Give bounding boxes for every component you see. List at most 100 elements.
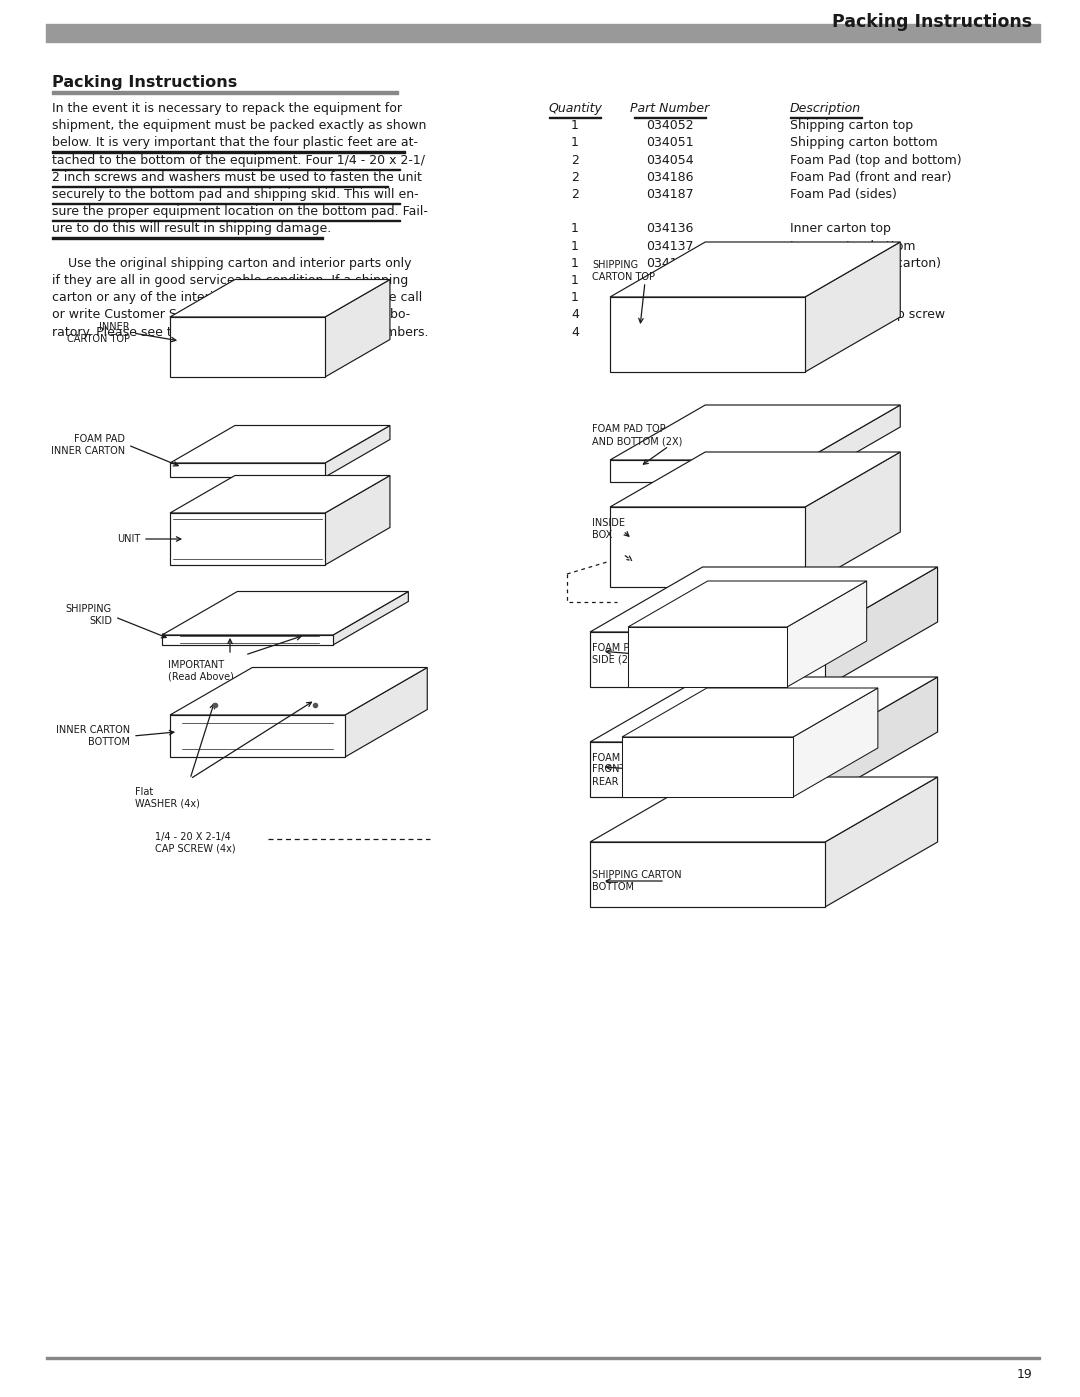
Text: 034187: 034187	[646, 189, 693, 201]
Text: IMPORTANT
(Read Above): IMPORTANT (Read Above)	[168, 659, 234, 682]
Polygon shape	[170, 513, 325, 564]
Text: securely to the bottom pad and shipping skid. This will en-: securely to the bottom pad and shipping …	[52, 189, 419, 201]
Polygon shape	[610, 405, 901, 460]
Text: Packing Instructions: Packing Instructions	[832, 13, 1032, 31]
Text: carton or any of the interior part(s) are needed, please call: carton or any of the interior part(s) ar…	[52, 291, 422, 305]
Text: Part Number: Part Number	[631, 102, 710, 115]
Polygon shape	[805, 405, 901, 482]
Text: 1: 1	[571, 274, 579, 286]
Text: 101212: 101212	[646, 309, 693, 321]
Polygon shape	[590, 742, 825, 798]
Polygon shape	[170, 475, 390, 513]
Polygon shape	[170, 668, 428, 715]
Polygon shape	[590, 678, 937, 742]
Text: or write Customer Service Department of McIntosh Labo-: or write Customer Service Department of …	[52, 309, 410, 321]
Text: 1: 1	[571, 119, 579, 133]
Polygon shape	[162, 636, 333, 645]
Text: 4: 4	[571, 309, 579, 321]
Polygon shape	[805, 242, 901, 372]
Text: 104058: 104058	[646, 326, 693, 338]
Polygon shape	[162, 591, 408, 636]
Text: INNER
CARTON TOP: INNER CARTON TOP	[67, 323, 130, 344]
Polygon shape	[627, 627, 787, 687]
Text: 1: 1	[571, 137, 579, 149]
Polygon shape	[825, 678, 937, 798]
Polygon shape	[793, 687, 878, 798]
Text: 1: 1	[571, 222, 579, 236]
Text: Packing Instructions: Packing Instructions	[52, 75, 238, 89]
Text: Flat washer: Flat washer	[789, 326, 863, 338]
Text: Use the original shipping carton and interior parts only: Use the original shipping carton and int…	[52, 257, 411, 270]
Text: FOAM PAD
INNER CARTON: FOAM PAD INNER CARTON	[51, 434, 125, 455]
Text: 19: 19	[1016, 1369, 1032, 1382]
Polygon shape	[333, 591, 408, 645]
Text: Foam Pad (inner carton): Foam Pad (inner carton)	[789, 257, 941, 270]
Text: 2: 2	[571, 189, 579, 201]
Polygon shape	[325, 279, 390, 377]
Polygon shape	[610, 298, 805, 372]
Text: Foam Pad (sides): Foam Pad (sides)	[789, 189, 896, 201]
Text: 034054: 034054	[646, 154, 693, 166]
Text: 1: 1	[571, 291, 579, 305]
Polygon shape	[170, 426, 390, 462]
Text: SHIPPING
CARTON TOP: SHIPPING CARTON TOP	[592, 260, 654, 282]
Text: INSIDE
BOX: INSIDE BOX	[592, 518, 625, 539]
Text: 034051: 034051	[646, 137, 693, 149]
Polygon shape	[610, 507, 805, 587]
Text: 034008: 034008	[646, 274, 693, 286]
Polygon shape	[610, 453, 901, 507]
Polygon shape	[590, 777, 937, 842]
Text: INNER CARTON
BOTTOM: INNER CARTON BOTTOM	[56, 725, 130, 747]
Text: sure the proper equipment location on the bottom pad. Fail-: sure the proper equipment location on th…	[52, 205, 428, 218]
Polygon shape	[170, 715, 345, 757]
Text: Quantity: Quantity	[548, 102, 602, 115]
Text: Shipping carton bottom: Shipping carton bottom	[789, 137, 937, 149]
Text: 1: 1	[571, 240, 579, 253]
Polygon shape	[170, 462, 325, 476]
Text: if they are all in good serviceable condition. If a shipping: if they are all in good serviceable cond…	[52, 274, 408, 286]
Text: Foam Pad (front and rear): Foam Pad (front and rear)	[789, 170, 951, 184]
Polygon shape	[325, 475, 390, 564]
Text: Shipping carton top: Shipping carton top	[789, 119, 913, 133]
Text: 2 inch screws and washers must be used to fasten the unit: 2 inch screws and washers must be used t…	[52, 170, 422, 184]
Polygon shape	[610, 460, 805, 482]
Polygon shape	[622, 738, 793, 798]
Polygon shape	[170, 279, 390, 317]
Text: 2: 2	[571, 154, 579, 166]
Text: tached to the bottom of the equipment. Four 1/4 - 20 x 2-1/: tached to the bottom of the equipment. F…	[52, 154, 426, 166]
Text: 034188: 034188	[646, 257, 693, 270]
Text: 034137: 034137	[646, 240, 693, 253]
Polygon shape	[590, 842, 825, 907]
Polygon shape	[590, 631, 825, 687]
Text: 034136: 034136	[646, 222, 693, 236]
Polygon shape	[622, 687, 878, 738]
Text: FOAM PAD
FRONT AND
REAR (2X): FOAM PAD FRONT AND REAR (2X)	[592, 753, 650, 787]
Text: ratory. Please see the Part List for the correct part numbers.: ratory. Please see the Part List for the…	[52, 326, 429, 338]
Text: SHIPPING CARTON
BOTTOM: SHIPPING CARTON BOTTOM	[592, 870, 681, 891]
Text: Flat
WASHER (4x): Flat WASHER (4x)	[135, 787, 200, 809]
Text: 034226: 034226	[646, 291, 693, 305]
Text: FOAM PAD TOP
AND BOTTOM (2X): FOAM PAD TOP AND BOTTOM (2X)	[592, 425, 683, 446]
Text: 4: 4	[571, 326, 579, 338]
Text: 1/4 - 20x2-1/4 cap screw: 1/4 - 20x2-1/4 cap screw	[789, 309, 945, 321]
Polygon shape	[170, 317, 325, 377]
Text: SHIPPING
SKID: SHIPPING SKID	[66, 604, 112, 626]
Polygon shape	[610, 242, 901, 298]
Text: Shipping skid: Shipping skid	[789, 291, 874, 305]
Polygon shape	[787, 581, 866, 687]
Polygon shape	[825, 777, 937, 907]
Polygon shape	[805, 453, 901, 587]
Text: Description: Description	[789, 102, 861, 115]
Text: ure to do this will result in shipping damage.: ure to do this will result in shipping d…	[52, 222, 332, 236]
Text: 034052: 034052	[646, 119, 693, 133]
Text: 1: 1	[571, 257, 579, 270]
Text: 1/4 - 20 X 2-1/4
CAP SCREW (4x): 1/4 - 20 X 2-1/4 CAP SCREW (4x)	[156, 833, 235, 854]
Polygon shape	[627, 581, 866, 627]
Polygon shape	[590, 567, 937, 631]
Text: below. It is very important that the four plastic feet are at-: below. It is very important that the fou…	[52, 137, 418, 149]
Text: Inner carton top: Inner carton top	[789, 222, 891, 236]
Polygon shape	[825, 567, 937, 687]
Text: 2: 2	[571, 170, 579, 184]
Text: UNIT: UNIT	[117, 534, 140, 543]
Text: shipment, the equipment must be packed exactly as shown: shipment, the equipment must be packed e…	[52, 119, 427, 133]
